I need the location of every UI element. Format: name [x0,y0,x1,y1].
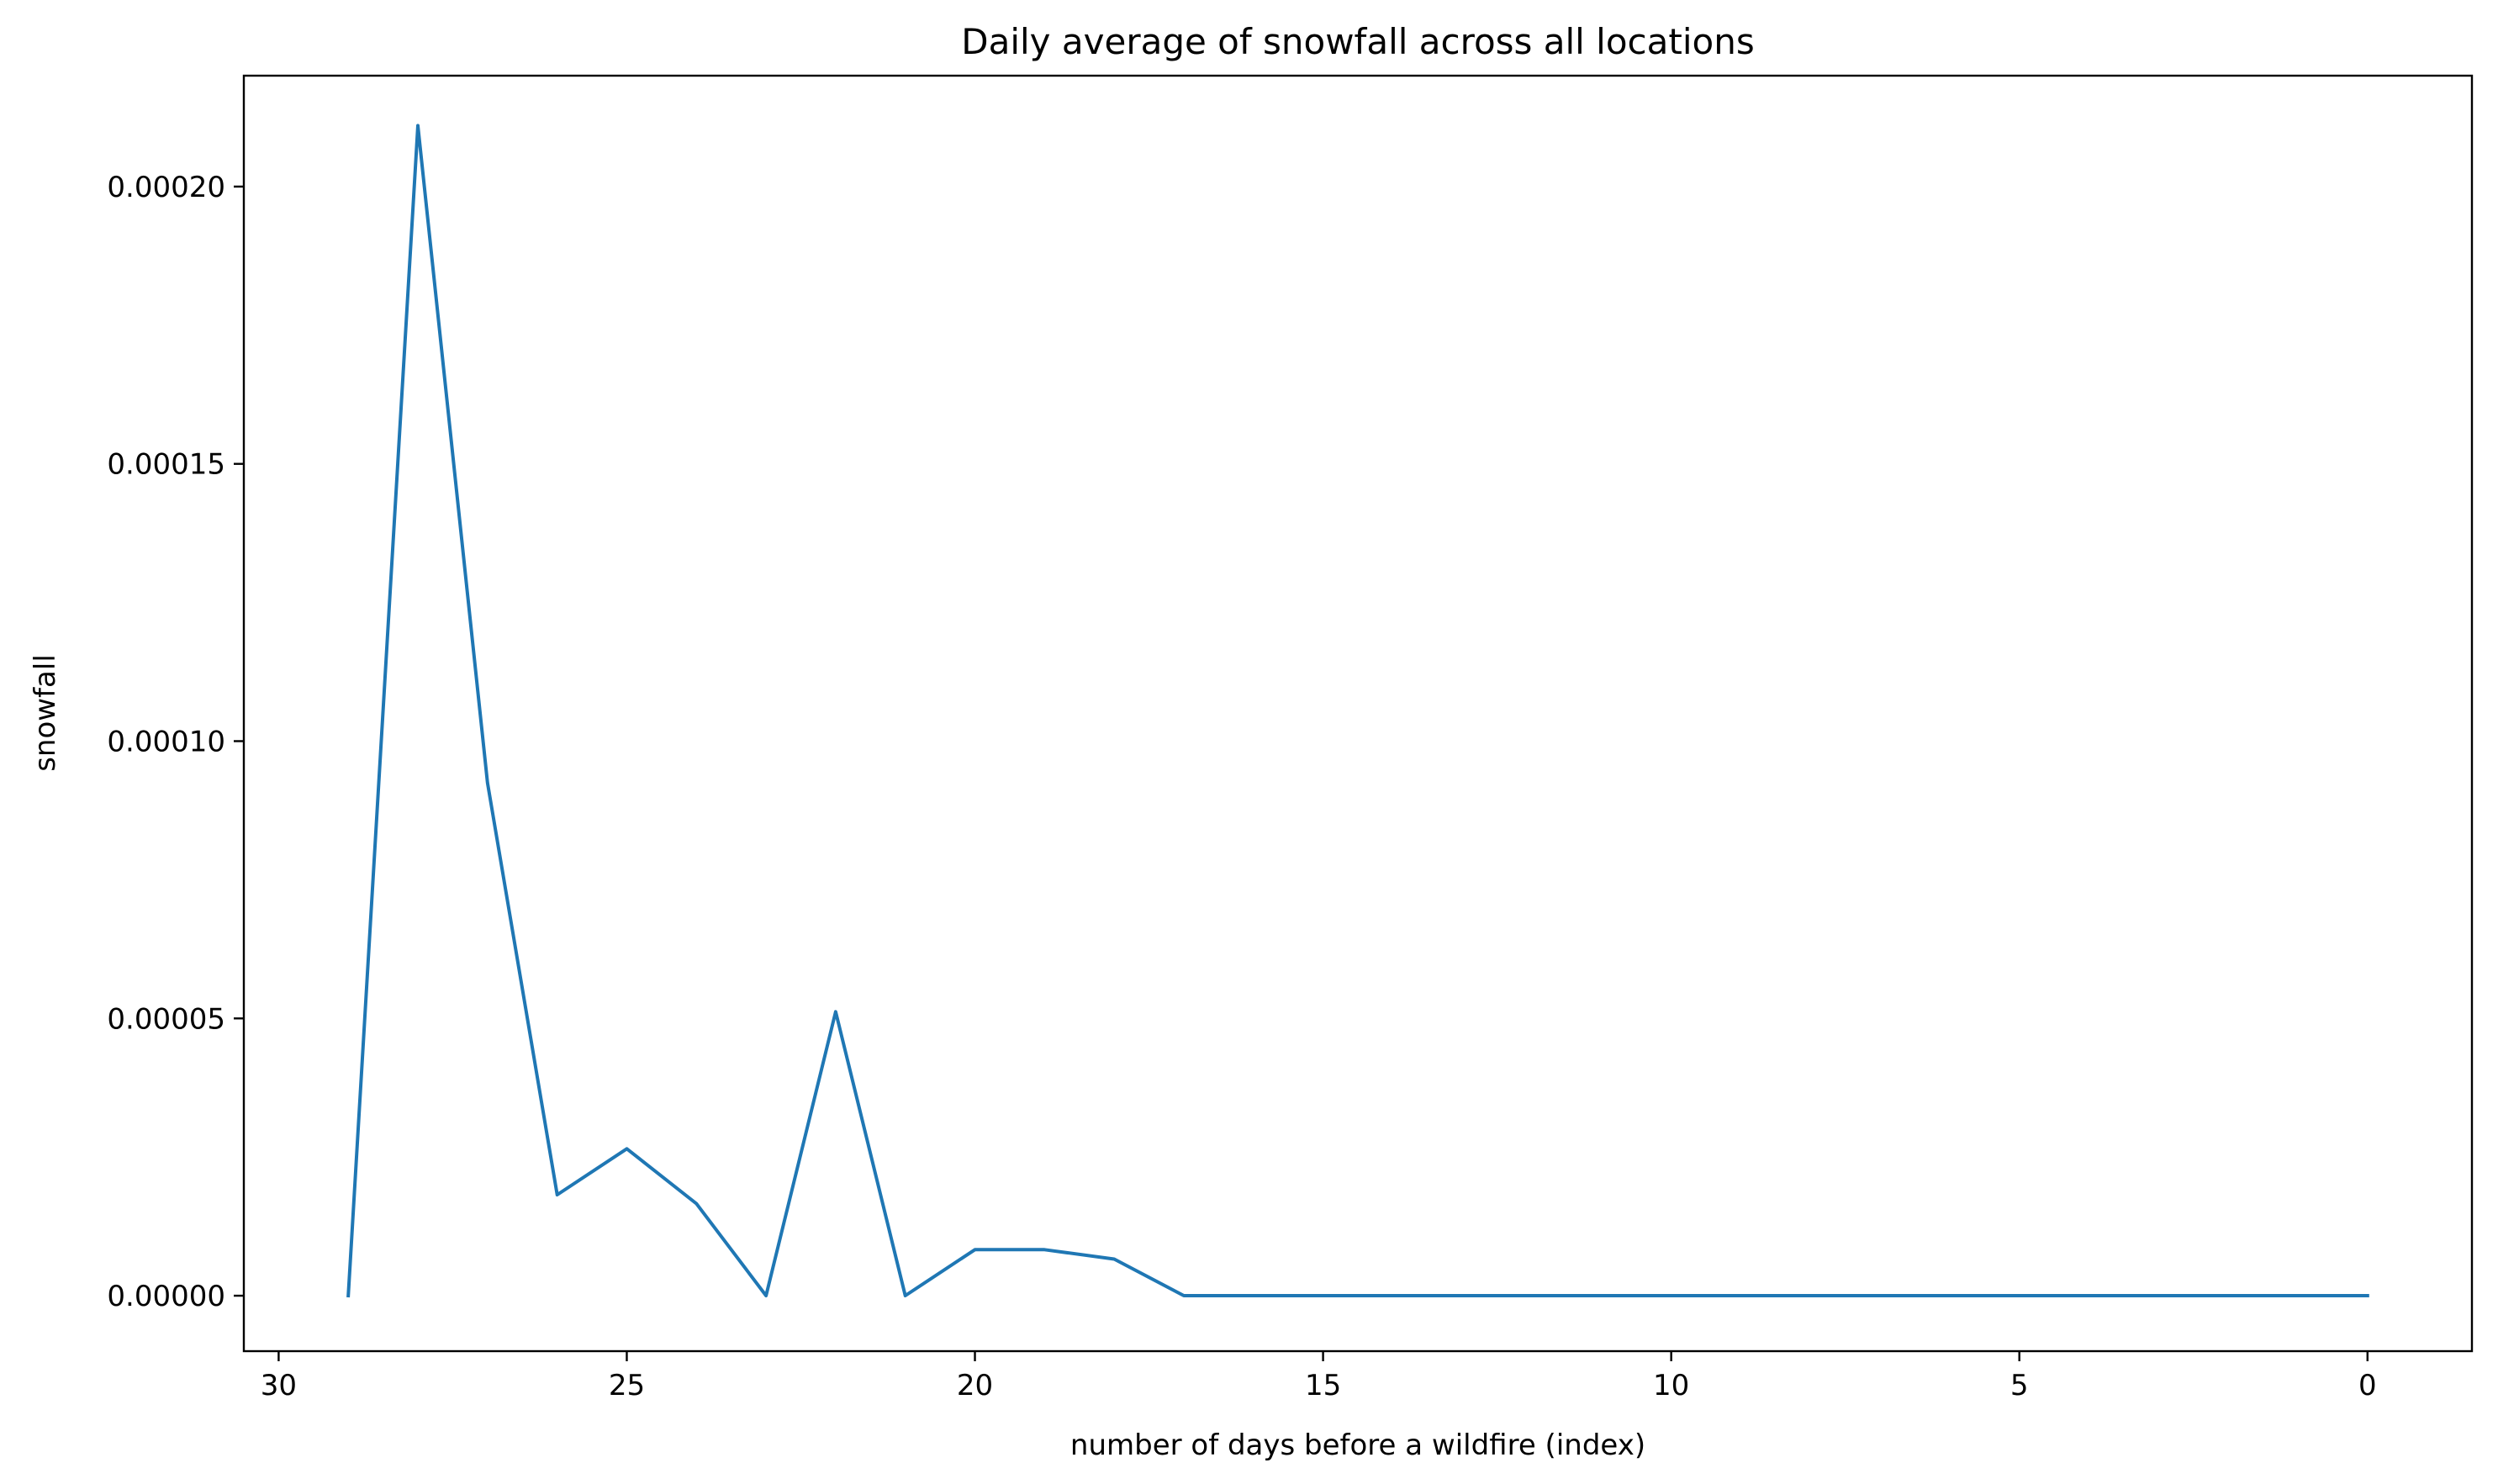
x-axis: 30 25 20 15 10 5 0 [261,1351,2377,1402]
y-tick-label: 0.00005 [107,1002,225,1036]
x-tick-label: 15 [1305,1369,1341,1402]
y-tick-label: 0.00000 [107,1280,225,1313]
y-axis-label: snowfall [29,654,62,772]
series-layer [346,124,2369,1298]
series-line [346,124,2369,1298]
y-tick-label: 0.00015 [107,448,225,482]
plot-frame [242,74,2474,1353]
x-tick-label: 10 [1653,1369,1689,1402]
x-tick-label: 5 [2010,1369,2029,1402]
x-tick-label: 0 [2358,1369,2377,1402]
x-tick-label: 30 [261,1369,297,1402]
x-axis-label: number of days before a wildfire (index) [1070,1429,1645,1462]
x-tick-label: 20 [957,1369,993,1402]
y-tick-label: 0.00020 [107,171,225,204]
x-tick-label: 25 [609,1369,645,1402]
y-tick-label: 0.00010 [107,725,225,758]
y-axis: 0.00000 0.00005 0.00010 0.00015 0.00020 [107,171,244,1313]
chart-title: Daily average of snowfall across all loc… [961,21,1754,62]
